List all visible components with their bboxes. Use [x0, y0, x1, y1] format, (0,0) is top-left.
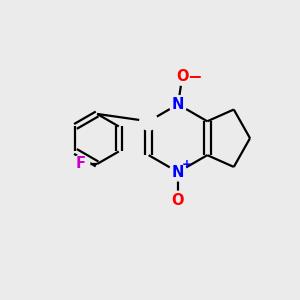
Circle shape — [174, 68, 191, 85]
Text: −: − — [188, 67, 202, 85]
Circle shape — [72, 155, 90, 173]
Circle shape — [169, 163, 187, 181]
Circle shape — [169, 191, 187, 209]
Text: F: F — [76, 157, 86, 172]
Text: N: N — [172, 165, 184, 180]
Text: +: + — [182, 158, 192, 171]
Text: N: N — [172, 97, 184, 112]
Circle shape — [140, 112, 158, 130]
Text: O: O — [176, 69, 189, 84]
Circle shape — [169, 95, 187, 113]
Text: O: O — [172, 193, 184, 208]
